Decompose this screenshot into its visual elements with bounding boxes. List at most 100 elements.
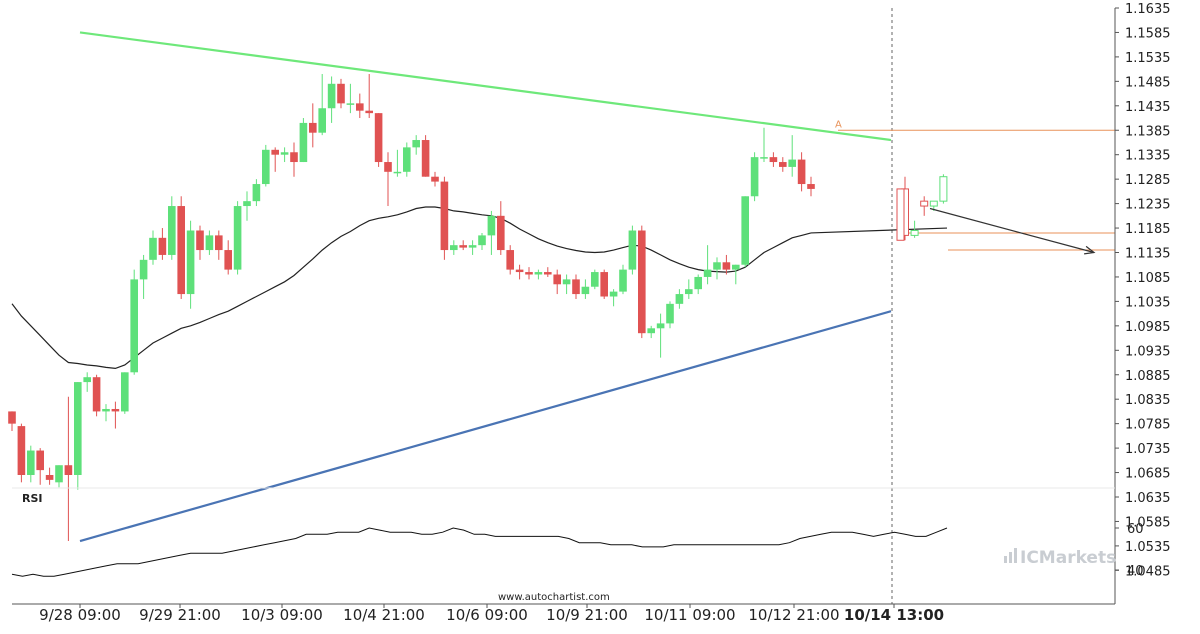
brand-logo: ICMarkets <box>1004 548 1116 568</box>
candle-body <box>299 122 308 163</box>
source-watermark: www.autochartist.com <box>498 592 610 603</box>
candle <box>233 201 242 275</box>
candle-body <box>158 237 167 255</box>
y-tick-label: 1.1585 <box>1125 26 1171 41</box>
y-tick-label: 1.0635 <box>1125 491 1171 506</box>
x-tick-label: 10/3 09:00 <box>241 606 323 624</box>
candle-body <box>186 230 195 295</box>
candle-body <box>750 157 759 197</box>
candle <box>205 230 214 255</box>
candle-body <box>741 196 749 265</box>
candle <box>55 465 63 488</box>
candle-body <box>732 264 740 270</box>
candle-body <box>713 262 721 270</box>
candle <box>327 76 336 123</box>
candle-body-forecast <box>896 188 905 241</box>
candle <box>553 269 561 295</box>
candle <box>346 83 355 114</box>
forecast-arrow-head <box>1084 245 1096 255</box>
x-tick-label: 10/4 21:00 <box>343 606 425 624</box>
candle <box>224 240 232 275</box>
y-tick-label: 1.0535 <box>1125 540 1171 555</box>
candle <box>384 152 392 207</box>
candle-body <box>675 294 684 304</box>
brand-name: ICMarkets <box>1020 548 1116 568</box>
candle-body <box>365 110 373 114</box>
candle-body <box>327 83 336 109</box>
candle-body <box>262 149 270 185</box>
candle <box>468 240 477 255</box>
candle-body <box>205 235 214 251</box>
candle <box>243 191 251 221</box>
candle <box>769 152 778 167</box>
candle-body <box>74 382 82 475</box>
candle <box>638 225 646 339</box>
candle-body <box>403 147 411 172</box>
candle <box>797 152 806 192</box>
candle <box>356 93 364 119</box>
candle-body <box>356 103 364 111</box>
candle <box>102 404 110 422</box>
candle <box>74 382 82 490</box>
candle-body <box>562 279 571 285</box>
candle-body <box>384 162 392 172</box>
candle-body <box>685 289 693 295</box>
y-tick-label: 1.0685 <box>1125 467 1171 482</box>
candle-body <box>939 176 948 202</box>
candle-body <box>459 245 467 248</box>
candle-body <box>591 272 599 287</box>
y-tick-label: 1.0935 <box>1125 344 1171 359</box>
y-tick-label: 1.1285 <box>1125 173 1171 188</box>
candle <box>27 445 35 483</box>
candle <box>750 152 759 202</box>
x-tick-label: 10/14 13:00 <box>844 606 944 624</box>
candle-body <box>252 184 261 202</box>
candle <box>685 279 693 299</box>
candle-body <box>769 157 778 163</box>
candle <box>609 289 618 307</box>
y-tick-label: 1.0585 <box>1125 515 1171 530</box>
candle <box>139 254 148 299</box>
brand-bar-2 <box>1009 552 1012 563</box>
candle <box>111 401 120 429</box>
candle <box>8 411 16 431</box>
candle-body <box>130 279 138 373</box>
candle <box>64 396 73 542</box>
candle-body <box>111 408 120 412</box>
y-tick-label: 1.1235 <box>1125 198 1171 213</box>
y-tick-label: 1.0835 <box>1125 393 1171 408</box>
rsi-line <box>11 527 948 577</box>
candle-body <box>64 465 73 475</box>
candle-body <box>722 262 731 270</box>
candle-body <box>8 411 16 424</box>
candle-body <box>17 426 26 475</box>
x-tick-label: 10/12 21:00 <box>748 606 839 624</box>
candle-body <box>703 269 712 277</box>
candle-body <box>346 103 355 105</box>
candle-body <box>196 230 204 251</box>
candle <box>412 135 420 155</box>
candle <box>478 232 486 251</box>
y-tick-label: 1.1385 <box>1125 124 1171 139</box>
y-tick-label: 1.1035 <box>1125 295 1171 310</box>
candle-body <box>478 235 486 246</box>
candle-body <box>215 235 223 251</box>
candle-body <box>619 269 627 292</box>
candle <box>186 220 195 309</box>
candle-body <box>929 200 938 207</box>
x-tick-label: 10/9 21:00 <box>546 606 628 624</box>
candle <box>497 201 505 255</box>
candle <box>694 274 702 295</box>
y-tick-label: 1.1335 <box>1125 149 1171 164</box>
candle <box>421 135 430 177</box>
candle <box>628 225 637 275</box>
candle <box>534 269 543 280</box>
candle <box>666 301 674 329</box>
candle-body <box>609 291 618 297</box>
candle-body <box>656 323 665 329</box>
candle-body <box>910 229 919 236</box>
candle <box>177 196 185 299</box>
candle <box>365 74 373 119</box>
candle-body <box>149 237 157 260</box>
candle <box>656 313 665 358</box>
